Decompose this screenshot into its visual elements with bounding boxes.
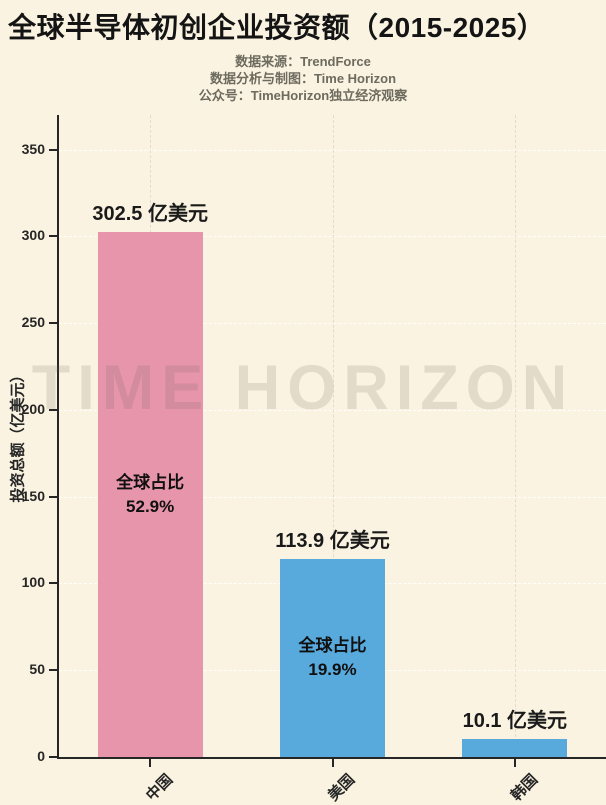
x-tick-mark	[331, 759, 334, 767]
y-tick-label: 300	[21, 227, 45, 244]
chart-subtitle: 数据来源：TrendForce 数据分析与制图：Time Horizon 公众号…	[0, 53, 606, 104]
h-gridline	[59, 496, 606, 498]
y-tick-label: 200	[21, 400, 45, 417]
subtitle-analysis: 数据分析与制图：Time Horizon	[209, 71, 397, 86]
x-tick-mark	[149, 759, 152, 767]
h-gridline	[59, 149, 606, 151]
y-tick-label: 150	[21, 487, 45, 504]
subtitle-source: 数据来源：TrendForce	[235, 54, 371, 69]
y-tick-mark	[49, 408, 57, 411]
subtitle-account: 公众号：TimeHorizon独立经济观察	[198, 88, 408, 103]
y-tick-mark	[49, 582, 57, 585]
y-tick-label: 50	[29, 661, 45, 678]
annotation-line: 19.9%	[308, 660, 357, 680]
y-tick-mark	[49, 235, 57, 238]
y-tick-label: 100	[21, 574, 45, 591]
y-axis-label: 投资总额（亿美元）	[9, 367, 27, 503]
h-gridline	[59, 409, 606, 411]
y-tick-mark	[49, 322, 57, 325]
bar-share-annotation: 全球占比 52.9%	[75, 471, 225, 519]
plot-area: 0 50 100 150 200 250 300 350 302.5 亿美元 全球占比 52.9% 中…	[22, 115, 606, 804]
bar-value-label: 302.5 亿美元	[92, 203, 208, 226]
bar-value-label: 10.1 亿美元	[462, 710, 568, 733]
bar-value-label: 113.9 亿美元	[275, 530, 390, 553]
bar	[280, 559, 385, 757]
h-gridline	[59, 236, 606, 238]
v-gridline	[332, 115, 334, 757]
bar	[97, 232, 203, 757]
annotation-line: 全球占比	[298, 636, 367, 656]
y-tick-mark	[49, 669, 57, 672]
bar	[462, 739, 568, 757]
h-gridline	[59, 323, 606, 325]
y-tick-mark	[49, 495, 57, 498]
y-tick-mark	[49, 756, 57, 758]
annotation-line: 52.9%	[126, 496, 175, 516]
y-tick-label: 250	[21, 314, 45, 331]
y-tick-label: 350	[21, 140, 45, 157]
x-tick-mark	[513, 759, 516, 767]
y-tick-label: 0	[37, 748, 45, 764]
v-gridline	[514, 115, 516, 757]
y-tick-mark	[49, 148, 57, 151]
annotation-line: 全球占比	[116, 472, 185, 492]
bar-share-annotation: 全球占比 19.9%	[258, 634, 408, 682]
chart-title: 全球半导体初创企业投资额（2015-2025）	[8, 12, 546, 43]
